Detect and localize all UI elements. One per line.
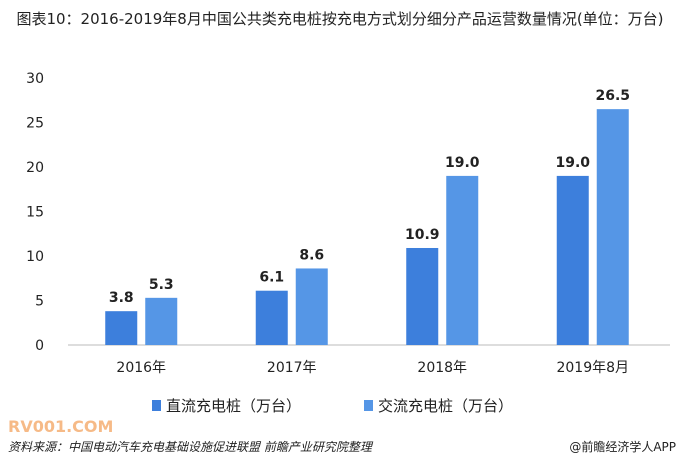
data-label: 6.1: [259, 270, 284, 286]
bar-dc: [556, 175, 589, 345]
data-label: 19.0: [555, 155, 590, 171]
bar-ac: [596, 109, 629, 346]
data-label: 8.6: [299, 247, 324, 263]
bar-dc: [255, 290, 288, 345]
bar-ac: [295, 268, 328, 345]
y-tick-label: 20: [26, 160, 44, 176]
x-tick-label: 2017年: [267, 360, 317, 376]
chart-title: 图表10：2016-2019年8月中国公共类充电桩按充电方式划分细分产品运营数量…: [16, 10, 664, 28]
y-tick-label: 25: [26, 116, 44, 132]
x-tick-label: 2018年: [417, 360, 467, 376]
x-tick-label: 2019年8月: [556, 360, 629, 376]
brand-credit: @前瞻经济学人APP: [569, 440, 676, 454]
y-tick-label: 5: [35, 294, 44, 310]
x-tick-label: 2016年: [116, 360, 166, 376]
data-label: 10.9: [405, 227, 440, 243]
y-tick-label: 10: [26, 249, 44, 265]
source-note: 资料来源：中国电动汽车充电基础设施促进联盟 前瞻产业研究院整理: [8, 440, 372, 454]
bar-ac: [145, 297, 178, 345]
data-label: 3.8: [109, 290, 134, 306]
legend-label: 交流充电桩（万台）: [378, 397, 513, 415]
legend-swatch: [364, 400, 373, 411]
data-label: 5.3: [149, 277, 174, 293]
legend-label: 直流充电桩（万台）: [166, 397, 301, 415]
legend-swatch: [152, 400, 161, 411]
bar-dc: [105, 311, 138, 345]
y-tick-label: 0: [35, 338, 44, 354]
y-tick-label: 30: [26, 71, 44, 87]
bar-dc: [406, 247, 439, 345]
y-tick-label: 15: [26, 205, 44, 221]
watermark: RV001.COM: [8, 417, 114, 436]
bar-ac: [446, 175, 479, 345]
data-label: 26.5: [595, 88, 630, 104]
data-label: 19.0: [445, 155, 480, 171]
